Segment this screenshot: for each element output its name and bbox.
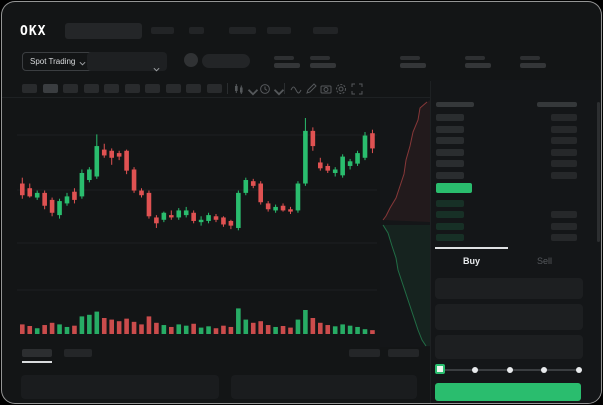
timeframe-button[interactable] bbox=[42, 84, 58, 93]
orderbook-trade-panel: Buy Sell bbox=[431, 80, 601, 403]
slider-handle[interactable] bbox=[435, 364, 445, 374]
orders-tab-inactive[interactable] bbox=[64, 349, 92, 357]
order-price-field[interactable] bbox=[435, 278, 583, 299]
orderbook-bid-row[interactable] bbox=[431, 233, 591, 242]
last-price-bar[interactable] bbox=[436, 183, 472, 193]
timeframe-button[interactable] bbox=[104, 84, 119, 93]
okx-logo: OKX bbox=[20, 24, 47, 39]
orderbook-column-headers bbox=[431, 102, 591, 107]
chevron-down-icon bbox=[153, 59, 160, 72]
interval-clock-icon[interactable] bbox=[259, 83, 271, 95]
timeframe-button[interactable] bbox=[83, 84, 99, 93]
orderbook-bid-row[interactable] bbox=[431, 200, 591, 208]
depth-asks-line bbox=[382, 101, 428, 221]
orderbook-scrollbar[interactable] bbox=[597, 102, 600, 242]
orderbook-bid-row[interactable] bbox=[431, 222, 591, 231]
tab-sell[interactable]: Sell bbox=[536, 256, 552, 266]
buy-submit-button[interactable] bbox=[435, 383, 581, 401]
amount-percent-slider[interactable] bbox=[431, 364, 591, 376]
panel-divider bbox=[430, 81, 431, 403]
nav-item-placeholder[interactable] bbox=[189, 27, 204, 34]
orders-tab-active[interactable] bbox=[22, 349, 52, 357]
active-tab-underline bbox=[22, 361, 52, 363]
nav-item-placeholder[interactable] bbox=[313, 27, 338, 34]
nav-item-placeholder[interactable] bbox=[229, 27, 256, 34]
order-amount-field[interactable] bbox=[435, 304, 583, 330]
ticker-stat bbox=[310, 56, 336, 68]
timeframe-button[interactable] bbox=[22, 84, 37, 93]
pair-name-placeholder bbox=[202, 54, 250, 68]
settings-gear-icon[interactable] bbox=[335, 83, 347, 95]
slider-stop-dot[interactable] bbox=[576, 367, 582, 373]
orderbook-ask-row[interactable] bbox=[431, 125, 591, 134]
ticker-stat bbox=[400, 56, 426, 68]
orderbook-ask-row[interactable] bbox=[431, 114, 591, 122]
chevron-down-icon[interactable] bbox=[247, 86, 259, 98]
volume-bars-group bbox=[20, 308, 375, 334]
nav-item-placeholder[interactable] bbox=[151, 27, 174, 34]
price-chart[interactable] bbox=[17, 98, 377, 347]
bottom-control-placeholder[interactable] bbox=[388, 349, 419, 357]
timeframe-button[interactable] bbox=[206, 84, 222, 93]
timeframe-button[interactable] bbox=[145, 84, 160, 93]
candle-style-icon[interactable] bbox=[233, 83, 245, 95]
tab-buy[interactable]: Buy bbox=[435, 247, 508, 273]
orders-table-placeholder bbox=[231, 375, 417, 399]
orders-table-placeholder bbox=[21, 375, 219, 399]
orderbook-bid-row[interactable] bbox=[431, 211, 591, 219]
pair-coin-icon bbox=[184, 53, 198, 67]
slider-stop-dot[interactable] bbox=[471, 367, 478, 373]
depth-bids-line bbox=[382, 224, 427, 347]
market-type-label: Spot Trading bbox=[30, 57, 76, 66]
timeframe-button[interactable] bbox=[165, 84, 181, 93]
line-chart-icon[interactable] bbox=[290, 83, 302, 95]
timeframe-button[interactable] bbox=[63, 84, 78, 93]
trade-side-tabs: Buy Sell bbox=[431, 247, 591, 273]
slider-stop-dot[interactable] bbox=[506, 367, 513, 373]
pair-selector-dropdown[interactable] bbox=[87, 52, 167, 72]
depth-chart[interactable] bbox=[380, 98, 430, 347]
orderbook-ask-row[interactable] bbox=[431, 171, 591, 180]
gridlines bbox=[17, 134, 377, 291]
chevron-down-icon bbox=[79, 59, 86, 66]
orderbook-ask-row[interactable] bbox=[431, 160, 591, 168]
orderbook-ask-row[interactable] bbox=[431, 148, 591, 157]
slider-stop-dot[interactable] bbox=[541, 367, 548, 373]
bottom-control-placeholder[interactable] bbox=[349, 349, 380, 357]
draw-pencil-icon[interactable] bbox=[305, 83, 317, 95]
timeframe-button[interactable] bbox=[186, 84, 201, 93]
chevron-down-icon[interactable] bbox=[273, 86, 285, 98]
ticker-stat bbox=[465, 56, 491, 68]
search-input[interactable] bbox=[65, 23, 142, 39]
timeframe-button[interactable] bbox=[124, 84, 140, 93]
market-type-selector[interactable]: Spot Trading bbox=[22, 52, 95, 71]
fullscreen-expand-icon[interactable] bbox=[351, 83, 363, 95]
order-total-field[interactable] bbox=[435, 335, 583, 359]
orderbook-ask-row[interactable] bbox=[431, 137, 591, 145]
camera-snapshot-icon[interactable] bbox=[320, 83, 332, 95]
candlesticks-group bbox=[20, 118, 375, 231]
ticker-stat bbox=[274, 56, 300, 68]
nav-item-placeholder[interactable] bbox=[267, 27, 291, 34]
ticker-stat bbox=[520, 56, 546, 68]
